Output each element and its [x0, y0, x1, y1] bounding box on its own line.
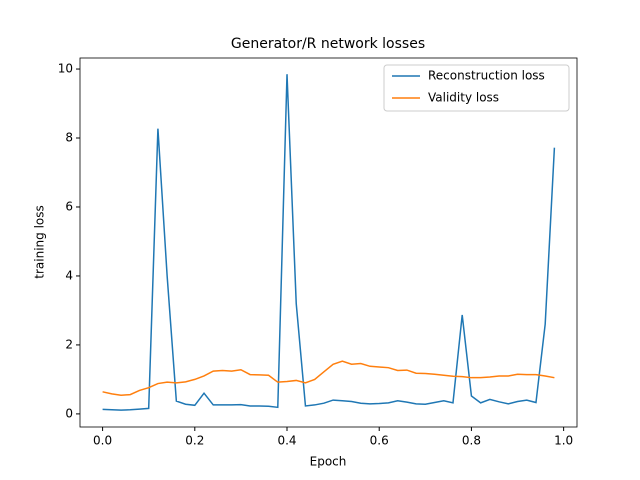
legend-box [383, 64, 570, 112]
y-axis-label: training loss [33, 205, 47, 278]
x-tick-label: 1.0 [554, 434, 573, 448]
y-tick-label: 8 [65, 131, 73, 145]
plot-frame [79, 57, 578, 428]
x-tick-label: 0.4 [277, 434, 296, 448]
x-axis-label: Epoch [310, 455, 347, 469]
y-tick-label: 4 [65, 268, 73, 282]
x-tick-label: 0.8 [462, 434, 481, 448]
legend-label: Reconstruction loss [428, 69, 545, 83]
y-tick-label: 10 [58, 62, 73, 76]
y-tick-label: 6 [65, 199, 73, 213]
chart-title: Generator/R network losses [231, 36, 425, 52]
line-series [102, 74, 556, 411]
x-tick-label: 0.2 [185, 434, 204, 448]
x-tick-label: 0.6 [370, 434, 389, 448]
x-tick-label: 0.0 [93, 434, 112, 448]
y-tick-label: 2 [65, 337, 73, 351]
y-tick-label: 0 [65, 406, 73, 420]
line-series [102, 360, 555, 397]
legend-label: Validity loss [428, 91, 499, 105]
